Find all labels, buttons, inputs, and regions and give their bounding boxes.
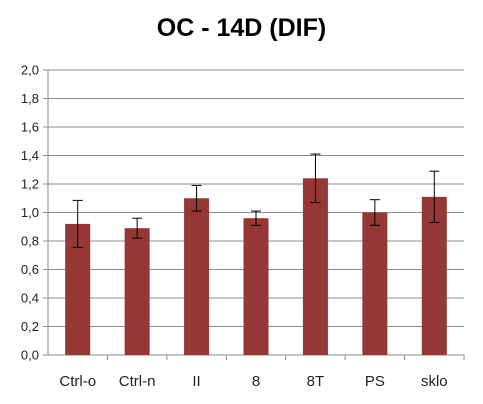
x-tick-label: sklo bbox=[421, 373, 448, 390]
y-tick-label: 0,4 bbox=[21, 291, 39, 306]
bar bbox=[243, 218, 269, 355]
chart-title: OC - 14D (DIF) bbox=[156, 14, 327, 42]
bar bbox=[421, 196, 447, 355]
y-tick-label: 0,6 bbox=[21, 262, 39, 277]
y-tick-label: 0,8 bbox=[21, 234, 39, 249]
bar bbox=[302, 178, 328, 355]
x-tick-label: II bbox=[192, 373, 200, 390]
y-tick-label: 1,2 bbox=[21, 177, 39, 192]
x-tick-label: Ctrl-o bbox=[59, 373, 96, 390]
x-tick-label: 8T bbox=[307, 373, 325, 390]
y-tick-label: 1,0 bbox=[21, 205, 39, 220]
x-tick-label: 8 bbox=[252, 373, 260, 390]
x-tick-label: PS bbox=[365, 373, 385, 390]
y-tick-label: 0,0 bbox=[21, 348, 39, 363]
x-tick-label: Ctrl-n bbox=[119, 373, 156, 390]
y-tick-label: 1,8 bbox=[21, 91, 39, 106]
y-tick-label: 1,6 bbox=[21, 120, 39, 135]
y-tick-label: 0,2 bbox=[21, 319, 39, 334]
bar bbox=[362, 212, 388, 355]
y-tick-label: 1,4 bbox=[21, 148, 39, 163]
bar bbox=[124, 228, 150, 355]
bar bbox=[184, 198, 210, 355]
y-tick-label: 2,0 bbox=[21, 63, 39, 78]
